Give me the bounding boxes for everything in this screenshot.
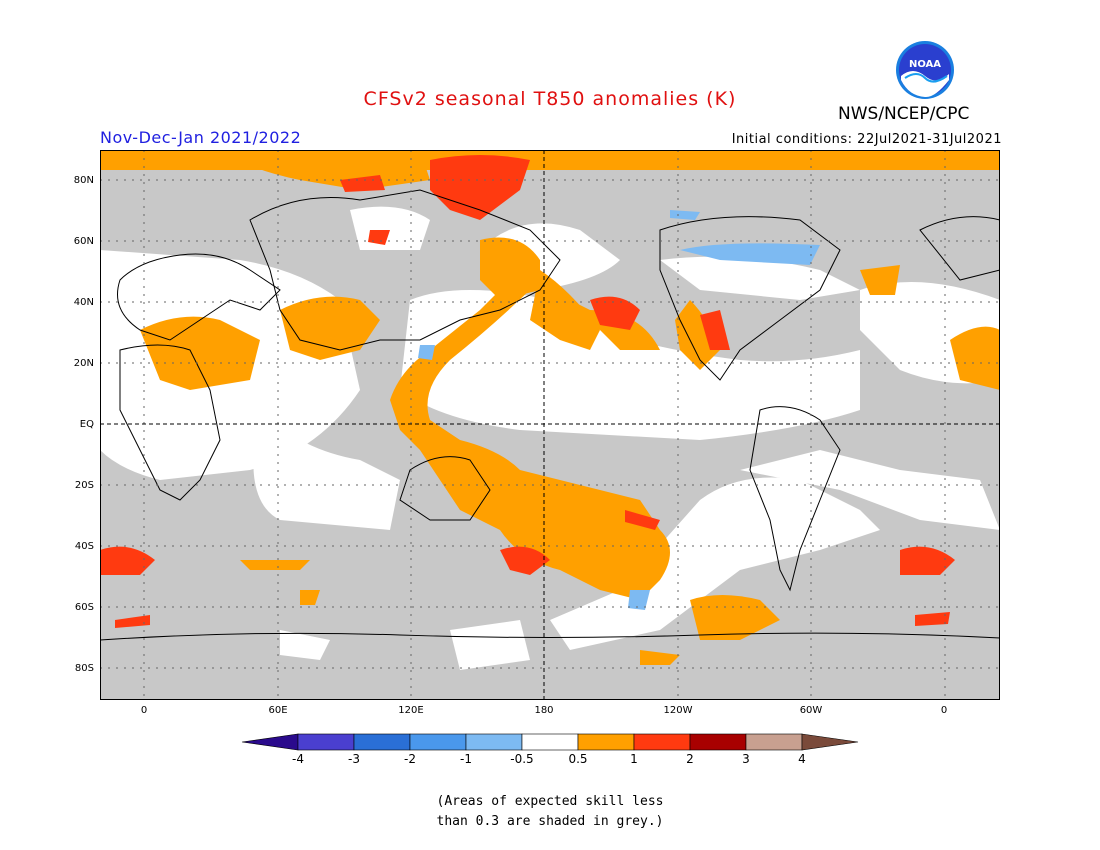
colorbar-swatch (577, 733, 635, 751)
strong-warm-anomaly-regions (100, 155, 955, 628)
colorbar-label: 4 (798, 752, 806, 766)
equator-dateline (100, 150, 1000, 700)
agency-label: NWS/NCEP/CPC (838, 104, 970, 124)
initial-conditions: Initial conditions: 22Jul2021-31Jul2021 (731, 132, 1002, 147)
graticule (100, 150, 1000, 700)
colorbar-label: 3 (742, 752, 750, 766)
colorbar-swatch (297, 733, 355, 751)
svg-text:NOAA: NOAA (909, 59, 941, 70)
lon-label: 120W (663, 705, 693, 716)
lat-label: 40N (73, 297, 94, 308)
lat-label: EQ (79, 419, 94, 430)
lat-label: 80N (73, 175, 94, 186)
lat-label: 20N (73, 358, 94, 369)
map-title: CFSv2 seasonal T850 anomalies (K) (363, 88, 737, 110)
colorbar-label: 1 (630, 752, 638, 766)
lon-label: 60E (268, 705, 288, 716)
colorbar (241, 733, 859, 751)
colorbar-swatch (465, 733, 523, 751)
colorbar-label: -2 (404, 752, 416, 766)
lon-label: 60W (799, 705, 823, 716)
anomaly-map (100, 150, 1000, 700)
lat-label: 80S (74, 663, 94, 674)
colorbar-label: -4 (292, 752, 304, 766)
colorbar-label: -0.5 (510, 752, 534, 766)
skill-note: (Areas of expected skill less than 0.3 a… (0, 792, 1100, 832)
skill-note-line-2: than 0.3 are shaded in grey.) (436, 814, 664, 829)
colorbar-swatch (633, 733, 691, 751)
colorbar-arrow-high (801, 733, 859, 751)
coastlines (100, 189, 1000, 641)
lon-label: 120E (398, 705, 424, 716)
colorbar-swatch (409, 733, 467, 751)
lon-label: 0 (140, 705, 148, 716)
lon-label: 180 (534, 705, 554, 716)
skill-note-line-1: (Areas of expected skill less (436, 794, 664, 809)
colorbar-label: 0.5 (568, 752, 588, 766)
lat-label: 60N (73, 236, 94, 247)
lat-label: 40S (74, 541, 94, 552)
forecast-period: Nov-Dec-Jan 2021/2022 (100, 128, 302, 147)
colorbar-swatches (241, 733, 859, 751)
colorbar-swatch (521, 733, 579, 751)
noaa-logo-icon: NOAA (896, 41, 954, 99)
colorbar-arrow-low (241, 733, 299, 751)
colorbar-swatch (745, 733, 803, 751)
colorbar-label: 2 (686, 752, 694, 766)
cool-anomaly-regions (418, 210, 820, 610)
colorbar-swatch (353, 733, 411, 751)
lat-label: 60S (74, 602, 94, 613)
colorbar-label: -1 (460, 752, 472, 766)
colorbar-label: -3 (348, 752, 360, 766)
colorbar-swatch (689, 733, 747, 751)
lon-label: 0 (940, 705, 948, 716)
lat-label: 20S (74, 480, 94, 491)
map-frame (100, 150, 1000, 700)
